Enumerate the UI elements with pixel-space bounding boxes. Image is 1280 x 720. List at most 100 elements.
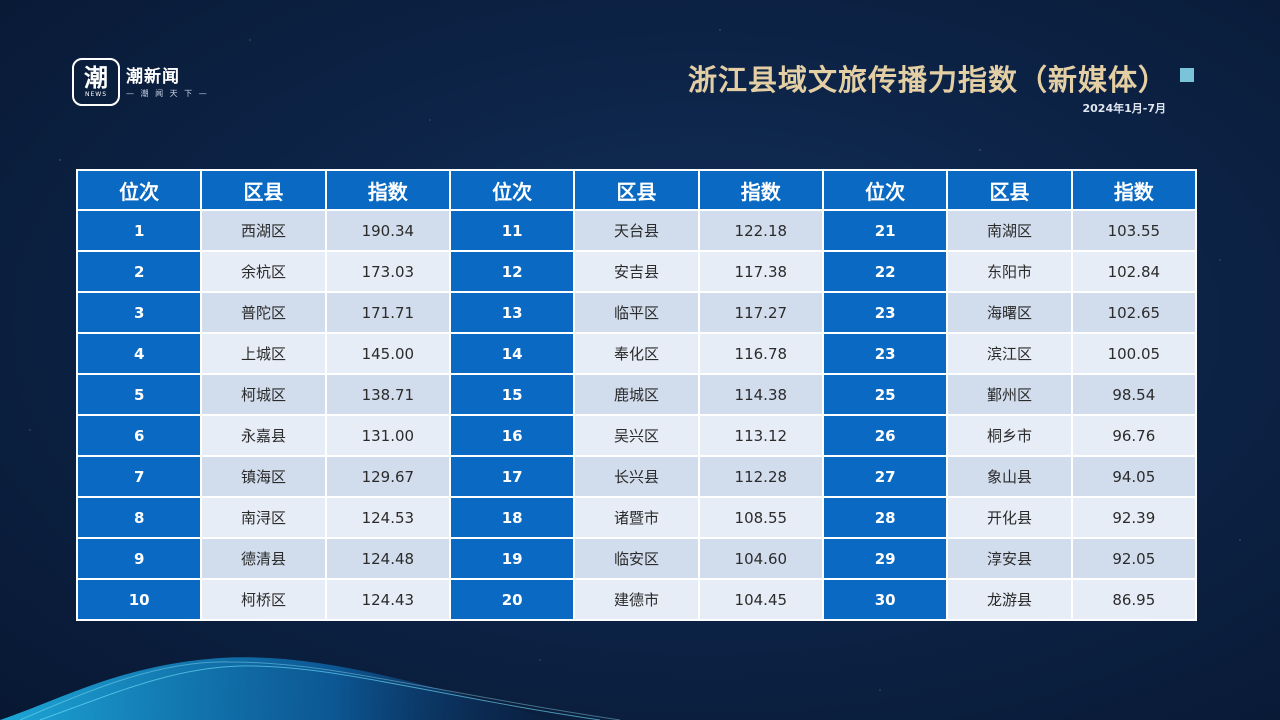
table-row: 1 西湖区 190.34 11 天台县 122.18 21 南湖区 103.55 bbox=[75, 209, 1198, 252]
rank-cell: 18 bbox=[448, 496, 576, 539]
rank-cell: 15 bbox=[448, 373, 576, 416]
logo-glyph: 潮 bbox=[84, 64, 108, 92]
rank-cell: 16 bbox=[448, 414, 576, 457]
table-row: 10 柯桥区 124.43 20 建德市 104.45 30 龙游县 86.95 bbox=[75, 578, 1198, 621]
index-cell: 117.38 bbox=[697, 250, 824, 293]
header-index: 指数 bbox=[324, 169, 451, 211]
rank-cell: 7 bbox=[75, 455, 203, 498]
table-row: 6 永嘉县 131.00 16 吴兴区 113.12 26 桐乡市 96.76 bbox=[75, 414, 1198, 457]
county-cell: 龙游县 bbox=[946, 578, 1073, 621]
index-cell: 112.28 bbox=[697, 455, 824, 498]
county-cell: 德清县 bbox=[200, 537, 327, 580]
index-cell: 124.53 bbox=[324, 496, 451, 539]
index-cell: 96.76 bbox=[1070, 414, 1198, 457]
header-index: 指数 bbox=[697, 169, 824, 211]
table-row: 3 普陀区 171.71 13 临平区 117.27 23 海曙区 102.65 bbox=[75, 291, 1198, 334]
index-cell: 173.03 bbox=[324, 250, 451, 293]
index-cell: 190.34 bbox=[324, 209, 451, 252]
table-row: 9 德清县 124.48 19 临安区 104.60 29 淳安县 92.05 bbox=[75, 537, 1198, 580]
county-cell: 淳安县 bbox=[946, 537, 1073, 580]
rank-cell: 30 bbox=[821, 578, 949, 621]
index-cell: 108.55 bbox=[697, 496, 824, 539]
rank-cell: 11 bbox=[448, 209, 576, 252]
rank-cell: 6 bbox=[75, 414, 203, 457]
index-cell: 138.71 bbox=[324, 373, 451, 416]
index-cell: 114.38 bbox=[697, 373, 824, 416]
index-cell: 98.54 bbox=[1070, 373, 1198, 416]
rank-cell: 26 bbox=[821, 414, 949, 457]
table-row: 8 南浔区 124.53 18 诸暨市 108.55 28 开化县 92.39 bbox=[75, 496, 1198, 539]
index-cell: 92.05 bbox=[1070, 537, 1198, 580]
rank-cell: 22 bbox=[821, 250, 949, 293]
logo-slogan: — 潮 闻 天 下 — bbox=[126, 88, 209, 98]
chaoxinwen-logo: 潮 NEWS 潮新闻 — 潮 闻 天 下 — bbox=[72, 58, 209, 106]
rank-cell: 2 bbox=[75, 250, 203, 293]
index-cell: 124.48 bbox=[324, 537, 451, 580]
table-row: 2 余杭区 173.03 12 安吉县 117.38 22 东阳市 102.84 bbox=[75, 250, 1198, 293]
county-cell: 鹿城区 bbox=[573, 373, 700, 416]
header-rank: 位次 bbox=[448, 169, 576, 211]
county-cell: 天台县 bbox=[573, 209, 700, 252]
county-cell: 余杭区 bbox=[200, 250, 327, 293]
county-cell: 南湖区 bbox=[946, 209, 1073, 252]
header-rank: 位次 bbox=[75, 169, 203, 211]
rank-cell: 23 bbox=[821, 291, 949, 334]
county-cell: 普陀区 bbox=[200, 291, 327, 334]
index-cell: 100.05 bbox=[1070, 332, 1198, 375]
index-cell: 124.43 bbox=[324, 578, 451, 621]
county-cell: 奉化区 bbox=[573, 332, 700, 375]
rank-cell: 28 bbox=[821, 496, 949, 539]
index-cell: 102.84 bbox=[1070, 250, 1198, 293]
rank-cell: 20 bbox=[448, 578, 576, 621]
index-cell: 104.45 bbox=[697, 578, 824, 621]
rank-cell: 29 bbox=[821, 537, 949, 580]
county-cell: 西湖区 bbox=[200, 209, 327, 252]
index-cell: 113.12 bbox=[697, 414, 824, 457]
rank-cell: 12 bbox=[448, 250, 576, 293]
date-range-subtitle: 2024年1月-7月 bbox=[1082, 102, 1167, 115]
rank-cell: 5 bbox=[75, 373, 203, 416]
logo-news-label: NEWS bbox=[84, 91, 108, 98]
county-cell: 柯桥区 bbox=[200, 578, 327, 621]
index-cell: 171.71 bbox=[324, 291, 451, 334]
header-county: 区县 bbox=[200, 169, 327, 211]
table-row: 4 上城区 145.00 14 奉化区 116.78 23 滨江区 100.05 bbox=[75, 332, 1198, 375]
rank-cell: 10 bbox=[75, 578, 203, 621]
county-cell: 镇海区 bbox=[200, 455, 327, 498]
rank-cell: 8 bbox=[75, 496, 203, 539]
county-cell: 开化县 bbox=[946, 496, 1073, 539]
rank-cell: 19 bbox=[448, 537, 576, 580]
rank-cell: 9 bbox=[75, 537, 203, 580]
rank-cell: 3 bbox=[75, 291, 203, 334]
ranking-table: 位次 区县 指数 位次 区县 指数 位次 区县 指数 1 西湖区 190.34 11 天… bbox=[75, 169, 1198, 621]
county-cell: 柯城区 bbox=[200, 373, 327, 416]
table-row: 5 柯城区 138.71 15 鹿城区 114.38 25 鄞州区 98.54 bbox=[75, 373, 1198, 416]
index-cell: 94.05 bbox=[1070, 455, 1198, 498]
title-accent-square bbox=[1180, 68, 1194, 82]
index-cell: 92.39 bbox=[1070, 496, 1198, 539]
index-cell: 145.00 bbox=[324, 332, 451, 375]
rank-cell: 17 bbox=[448, 455, 576, 498]
header-rank: 位次 bbox=[821, 169, 949, 211]
rank-cell: 21 bbox=[821, 209, 949, 252]
logo-mark: 潮 NEWS bbox=[72, 58, 120, 106]
county-cell: 南浔区 bbox=[200, 496, 327, 539]
index-cell: 104.60 bbox=[697, 537, 824, 580]
table-header-row: 位次 区县 指数 位次 区县 指数 位次 区县 指数 bbox=[75, 169, 1198, 211]
county-cell: 建德市 bbox=[573, 578, 700, 621]
index-cell: 102.65 bbox=[1070, 291, 1198, 334]
county-cell: 东阳市 bbox=[946, 250, 1073, 293]
header-index: 指数 bbox=[1070, 169, 1198, 211]
index-cell: 116.78 bbox=[697, 332, 824, 375]
county-cell: 滨江区 bbox=[946, 332, 1073, 375]
county-cell: 长兴县 bbox=[573, 455, 700, 498]
county-cell: 桐乡市 bbox=[946, 414, 1073, 457]
index-cell: 117.27 bbox=[697, 291, 824, 334]
rank-cell: 23 bbox=[821, 332, 949, 375]
index-cell: 122.18 bbox=[697, 209, 824, 252]
rank-cell: 4 bbox=[75, 332, 203, 375]
index-cell: 86.95 bbox=[1070, 578, 1198, 621]
county-cell: 象山县 bbox=[946, 455, 1073, 498]
index-cell: 129.67 bbox=[324, 455, 451, 498]
county-cell: 诸暨市 bbox=[573, 496, 700, 539]
